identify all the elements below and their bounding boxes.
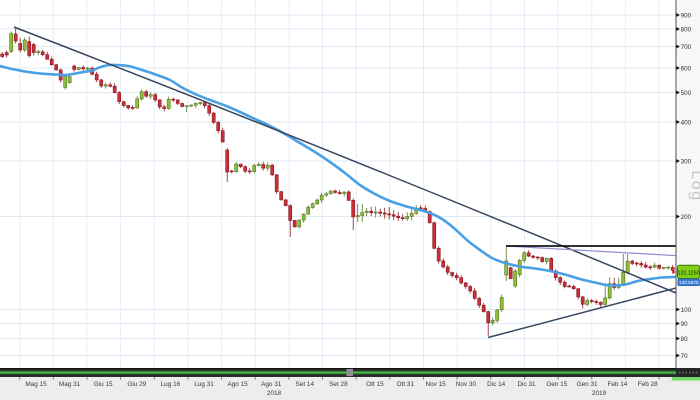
svg-text:Ago 15: Ago 15 [227,381,248,388]
svg-text:Lug 31: Lug 31 [194,381,214,388]
svg-text:Ago 31: Ago 31 [261,381,282,388]
svg-text:130.6875: 130.6875 [679,280,699,285]
svg-text:Set 28: Set 28 [329,381,348,388]
svg-text:Ott 15: Ott 15 [366,381,384,388]
svg-text:400: 400 [681,119,692,126]
svg-text:90: 90 [681,321,689,328]
svg-text:Mag 15: Mag 15 [25,381,47,388]
svg-text:Set 14: Set 14 [296,381,315,388]
svg-text:Giu 29: Giu 29 [127,381,146,388]
svg-text:Feb 28: Feb 28 [638,381,658,388]
svg-text:100: 100 [681,307,692,314]
svg-text:70: 70 [681,353,689,360]
svg-text:Mag 31: Mag 31 [59,381,81,388]
svg-text:Nov 30: Nov 30 [456,381,477,388]
svg-text:900: 900 [681,12,692,19]
svg-text:Giu 15: Giu 15 [94,381,113,388]
svg-text:2019: 2019 [592,390,607,397]
svg-text:Nov 15: Nov 15 [425,381,446,388]
svg-text:2018: 2018 [267,390,282,397]
svg-text:700: 700 [681,44,692,51]
svg-text:Lug 16: Lug 16 [161,381,181,388]
svg-text:Feb 14: Feb 14 [607,381,627,388]
svg-text:800: 800 [681,26,692,33]
svg-text:200: 200 [681,214,692,221]
svg-text:Log: Log [688,170,700,201]
svg-text:Ott 31: Ott 31 [397,381,415,388]
svg-text:Dic 31: Dic 31 [517,381,536,388]
svg-text:Gen 31: Gen 31 [577,381,598,388]
svg-text:131.1250: 131.1250 [678,271,700,277]
svg-text:Dic 14: Dic 14 [487,381,506,388]
svg-text:500: 500 [681,90,692,97]
svg-text:Gen 15: Gen 15 [546,381,567,388]
svg-text:600: 600 [681,65,692,72]
svg-text:300: 300 [681,158,692,165]
svg-text:80: 80 [681,336,689,343]
